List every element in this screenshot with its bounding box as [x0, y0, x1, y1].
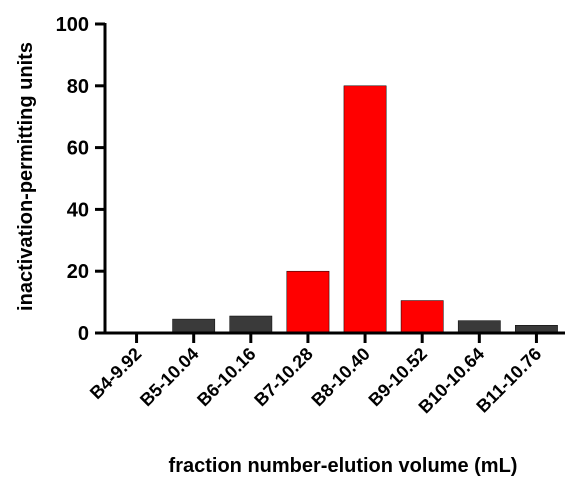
y-axis-title: inactivation-permitting units	[15, 42, 37, 311]
y-tick-label: 20	[67, 261, 89, 283]
y-tick-label: 40	[67, 199, 89, 221]
bar-B10-10.64	[457, 320, 501, 334]
x-tick-label: B8-10.40	[307, 344, 374, 411]
bar-B8-10.40	[343, 85, 387, 334]
y-tick-label: 100	[56, 14, 89, 36]
x-axis-ticks: B4-9.92B5-10.04B6-10.16B7-10.28B8-10.40B…	[86, 333, 545, 417]
bars-group	[172, 85, 558, 334]
x-tick-label: B5-10.04	[136, 344, 203, 411]
y-tick-label: 0	[78, 323, 89, 345]
x-tick-label: B7-10.28	[250, 344, 317, 411]
x-axis-title: fraction number-elution volume (mL)	[169, 455, 518, 477]
bar-B5-10.04	[172, 318, 216, 334]
y-tick-label: 60	[67, 138, 89, 160]
bar-B6-10.16	[229, 315, 273, 334]
y-axis-ticks: 0 20 40 60 80 100	[56, 14, 105, 345]
bar-B9-10.52	[400, 300, 444, 334]
bar-B7-10.28	[286, 270, 330, 334]
x-tick-label: B6-10.16	[193, 344, 260, 411]
y-tick-label: 80	[67, 76, 89, 98]
